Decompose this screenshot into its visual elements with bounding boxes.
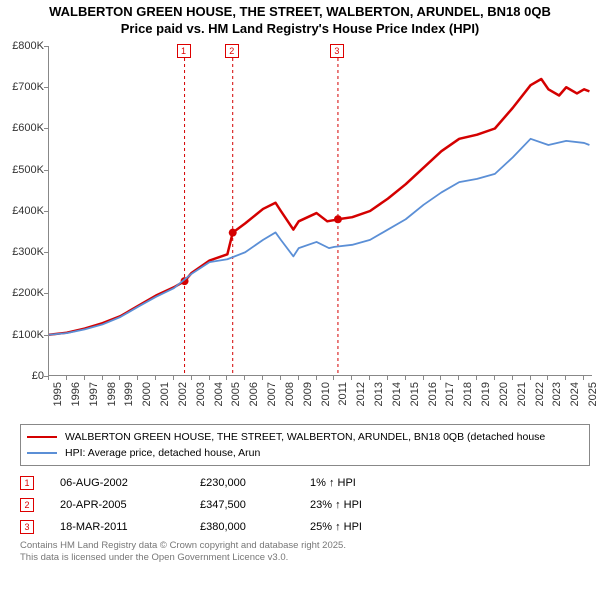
x-tick-mark bbox=[547, 376, 548, 380]
sales-price: £347,500 bbox=[200, 499, 310, 511]
footnote-line1: Contains HM Land Registry data © Crown c… bbox=[20, 540, 590, 552]
x-tick-mark bbox=[155, 376, 156, 380]
y-tick-label: £0 bbox=[0, 370, 44, 382]
legend-label: HPI: Average price, detached house, Arun bbox=[65, 447, 260, 459]
x-tick-mark bbox=[280, 376, 281, 380]
x-tick-mark bbox=[565, 376, 566, 380]
x-tick-mark bbox=[369, 376, 370, 380]
sale-marker-2: 2 bbox=[225, 44, 239, 58]
footnote: Contains HM Land Registry data © Crown c… bbox=[20, 540, 590, 564]
sales-price: £380,000 bbox=[200, 521, 310, 533]
y-tick-label: £600K bbox=[0, 122, 44, 134]
sales-row: 1 06-AUG-2002£230,0001% ↑ HPI bbox=[20, 472, 590, 494]
y-tick-label: £100K bbox=[0, 329, 44, 341]
sale-marker-3: 3 bbox=[330, 44, 344, 58]
sales-marker-box: 1 bbox=[20, 476, 34, 490]
x-tick-mark bbox=[351, 376, 352, 380]
legend: WALBERTON GREEN HOUSE, THE STREET, WALBE… bbox=[20, 424, 590, 466]
y-tick-mark bbox=[44, 293, 48, 294]
y-tick-label: £800K bbox=[0, 40, 44, 52]
y-tick-label: £300K bbox=[0, 246, 44, 258]
chart-area: £0 £100K £200K £300K £400K £500K £600K £700K £80… bbox=[0, 40, 600, 422]
chart-svg bbox=[49, 46, 593, 376]
x-tick-mark bbox=[84, 376, 85, 380]
sales-row: 3 18-MAR-2011£380,00025% ↑ HPI bbox=[20, 516, 590, 538]
sales-row: 2 20-APR-2005£347,50023% ↑ HPI bbox=[20, 494, 590, 516]
x-tick-mark bbox=[102, 376, 103, 380]
y-tick-mark bbox=[44, 211, 48, 212]
legend-label: WALBERTON GREEN HOUSE, THE STREET, WALBE… bbox=[65, 431, 545, 443]
y-tick-mark bbox=[44, 252, 48, 253]
x-tick-mark bbox=[298, 376, 299, 380]
sales-date: 06-AUG-2002 bbox=[60, 477, 200, 489]
sales-hpi: 1% ↑ HPI bbox=[310, 477, 410, 489]
sales-date: 18-MAR-2011 bbox=[60, 521, 200, 533]
chart-title-line2: Price paid vs. HM Land Registry's House … bbox=[0, 21, 600, 40]
x-tick-mark bbox=[494, 376, 495, 380]
sales-date: 20-APR-2005 bbox=[60, 499, 200, 511]
x-tick-mark bbox=[66, 376, 67, 380]
chart-container: WALBERTON GREEN HOUSE, THE STREET, WALBE… bbox=[0, 0, 600, 590]
x-tick-mark bbox=[262, 376, 263, 380]
x-tick-mark bbox=[583, 376, 584, 380]
sales-marker-box: 3 bbox=[20, 520, 34, 534]
sales-hpi: 25% ↑ HPI bbox=[310, 521, 410, 533]
sales-marker-box: 2 bbox=[20, 498, 34, 512]
y-tick-mark bbox=[44, 335, 48, 336]
legend-row: WALBERTON GREEN HOUSE, THE STREET, WALBE… bbox=[27, 429, 583, 445]
x-tick-mark bbox=[476, 376, 477, 380]
y-tick-mark bbox=[44, 46, 48, 47]
x-tick-mark bbox=[48, 376, 49, 380]
legend-row: HPI: Average price, detached house, Arun bbox=[27, 445, 583, 461]
x-tick-mark bbox=[316, 376, 317, 380]
y-tick-label: £400K bbox=[0, 205, 44, 217]
y-tick-mark bbox=[44, 87, 48, 88]
x-tick-mark bbox=[387, 376, 388, 380]
x-tick-mark bbox=[119, 376, 120, 380]
legend-swatch bbox=[27, 436, 57, 439]
x-tick-mark bbox=[137, 376, 138, 380]
x-tick-mark bbox=[173, 376, 174, 380]
x-tick-mark bbox=[191, 376, 192, 380]
sales-hpi: 23% ↑ HPI bbox=[310, 499, 410, 511]
x-tick-label: 2025 bbox=[587, 382, 600, 406]
y-tick-label: £500K bbox=[0, 164, 44, 176]
legend-swatch bbox=[27, 452, 57, 454]
sale-marker-1: 1 bbox=[177, 44, 191, 58]
plot-area bbox=[48, 46, 592, 376]
x-tick-mark bbox=[512, 376, 513, 380]
footnote-line2: This data is licensed under the Open Gov… bbox=[20, 552, 590, 564]
y-tick-label: £700K bbox=[0, 81, 44, 93]
chart-title-line1: WALBERTON GREEN HOUSE, THE STREET, WALBE… bbox=[0, 0, 600, 21]
x-tick-mark bbox=[423, 376, 424, 380]
x-tick-mark bbox=[244, 376, 245, 380]
x-tick-mark bbox=[209, 376, 210, 380]
x-tick-mark bbox=[458, 376, 459, 380]
sales-price: £230,000 bbox=[200, 477, 310, 489]
x-tick-mark bbox=[333, 376, 334, 380]
x-tick-mark bbox=[226, 376, 227, 380]
x-tick-mark bbox=[405, 376, 406, 380]
x-tick-mark bbox=[440, 376, 441, 380]
y-tick-mark bbox=[44, 128, 48, 129]
sales-table: 1 06-AUG-2002£230,0001% ↑ HPI 2 20-APR-2005… bbox=[20, 472, 590, 538]
y-tick-mark bbox=[44, 170, 48, 171]
y-tick-label: £200K bbox=[0, 287, 44, 299]
x-tick-mark bbox=[530, 376, 531, 380]
